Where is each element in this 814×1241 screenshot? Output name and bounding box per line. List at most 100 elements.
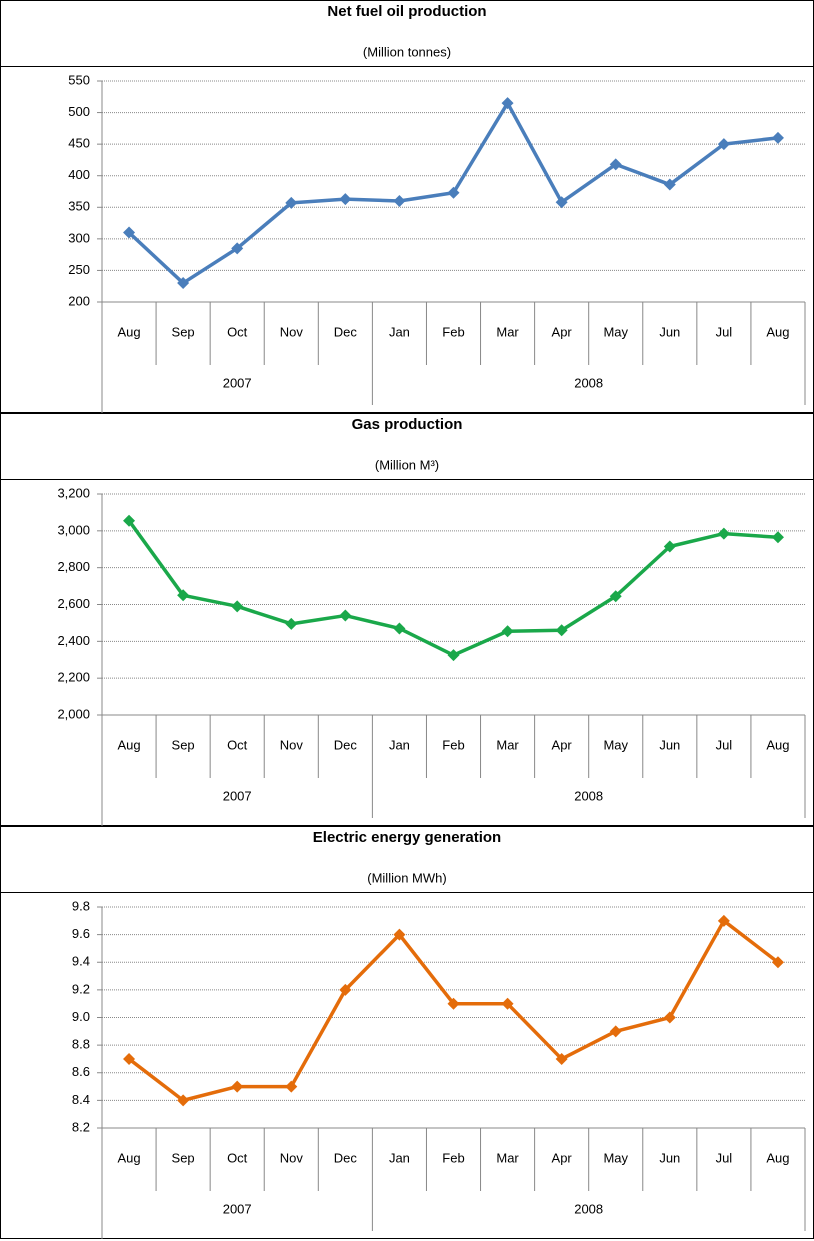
- chart-subtitle: (Million tonnes): [363, 44, 451, 59]
- y-tick-label: 9.4: [72, 954, 90, 969]
- y-tick-label: 450: [68, 136, 90, 151]
- marker: [717, 914, 730, 927]
- x-tick-label: Nov: [280, 324, 304, 339]
- x-tick-label: Mar: [496, 324, 519, 339]
- y-tick-label: 2,400: [57, 633, 90, 648]
- marker: [771, 131, 784, 144]
- marker: [771, 956, 784, 969]
- y-tick-label: 3,000: [57, 522, 90, 537]
- x-tick-label: May: [603, 324, 628, 339]
- x-tick-label: Dec: [334, 737, 358, 752]
- x-tick-label: May: [603, 737, 628, 752]
- y-tick-label: 9.6: [72, 926, 90, 941]
- y-tick-label: 250: [68, 262, 90, 277]
- marker: [717, 527, 730, 540]
- x-tick-label: Jun: [659, 737, 680, 752]
- marker: [663, 1011, 676, 1024]
- marker: [177, 277, 190, 290]
- chart-title: Gas production: [352, 416, 463, 433]
- y-tick-label: 300: [68, 230, 90, 245]
- x-tick-label: Sep: [172, 1150, 195, 1165]
- y-tick-label: 9.8: [72, 898, 90, 913]
- marker: [177, 589, 190, 602]
- marker: [663, 540, 676, 553]
- marker: [123, 1052, 136, 1065]
- x-tick-label: Oct: [227, 1150, 248, 1165]
- y-tick-label: 9.0: [72, 1009, 90, 1024]
- chart-title: Net fuel oil production: [327, 3, 486, 20]
- x-tick-label: Apr: [552, 737, 573, 752]
- chart-title: Electric energy generation: [313, 829, 501, 846]
- y-tick-label: 8.8: [72, 1037, 90, 1052]
- marker: [339, 983, 352, 996]
- marker: [393, 194, 406, 207]
- marker: [501, 625, 514, 638]
- y-tick-label: 2,800: [57, 559, 90, 574]
- marker: [609, 158, 622, 171]
- x-tick-label: Aug: [117, 737, 140, 752]
- marker: [447, 186, 460, 199]
- group-label: 2007: [223, 375, 252, 390]
- x-tick-label: Aug: [766, 1150, 789, 1165]
- marker: [501, 97, 514, 110]
- x-tick-label: Dec: [334, 1150, 358, 1165]
- y-tick-label: 8.2: [72, 1119, 90, 1134]
- group-label: 2008: [574, 788, 603, 803]
- series-line: [127, 519, 779, 657]
- marker: [447, 997, 460, 1010]
- marker: [231, 242, 244, 255]
- marker: [123, 226, 136, 239]
- x-tick-label: Jan: [389, 324, 410, 339]
- x-tick-label: Jul: [716, 1150, 733, 1165]
- x-tick-label: Jun: [659, 1150, 680, 1165]
- group-label: 2007: [223, 788, 252, 803]
- marker: [447, 649, 460, 662]
- y-tick-label: 8.4: [72, 1092, 90, 1107]
- y-tick-label: 8.6: [72, 1064, 90, 1079]
- y-tick-label: 9.2: [72, 981, 90, 996]
- marker: [501, 997, 514, 1010]
- x-tick-label: Feb: [442, 324, 464, 339]
- x-tick-label: Aug: [766, 324, 789, 339]
- group-label: 2008: [574, 375, 603, 390]
- marker: [285, 617, 298, 630]
- group-label: 2008: [574, 1201, 603, 1216]
- panel-border: [0, 413, 814, 826]
- x-tick-label: Oct: [227, 324, 248, 339]
- marker: [393, 622, 406, 635]
- x-tick-label: Mar: [496, 1150, 519, 1165]
- x-tick-label: Apr: [552, 324, 573, 339]
- chart-subtitle: (Million MWh): [367, 870, 446, 885]
- x-tick-label: Feb: [442, 1150, 464, 1165]
- marker: [339, 609, 352, 622]
- x-tick-label: Sep: [172, 737, 195, 752]
- x-tick-label: Apr: [552, 1150, 573, 1165]
- marker: [555, 624, 568, 637]
- marker: [123, 514, 136, 527]
- marker: [771, 531, 784, 544]
- x-tick-label: Aug: [766, 737, 789, 752]
- marker: [663, 178, 676, 191]
- marker: [231, 600, 244, 613]
- y-tick-label: 350: [68, 199, 90, 214]
- x-tick-label: Feb: [442, 737, 464, 752]
- marker: [177, 1094, 190, 1107]
- chart-subtitle: (Million M³): [375, 457, 439, 472]
- marker: [609, 590, 622, 603]
- x-tick-label: Jul: [716, 324, 733, 339]
- x-tick-label: Jun: [659, 324, 680, 339]
- x-tick-label: Nov: [280, 1150, 304, 1165]
- x-tick-label: Mar: [496, 737, 519, 752]
- x-tick-label: May: [603, 1150, 628, 1165]
- y-tick-label: 500: [68, 104, 90, 119]
- marker: [285, 1080, 298, 1093]
- x-tick-label: Nov: [280, 737, 304, 752]
- y-tick-label: 550: [68, 72, 90, 87]
- panel-border: [0, 0, 814, 413]
- y-tick-label: 2,600: [57, 596, 90, 611]
- marker: [609, 1025, 622, 1038]
- panel-border: [0, 826, 814, 1239]
- x-tick-label: Aug: [117, 1150, 140, 1165]
- y-tick-label: 2,200: [57, 670, 90, 685]
